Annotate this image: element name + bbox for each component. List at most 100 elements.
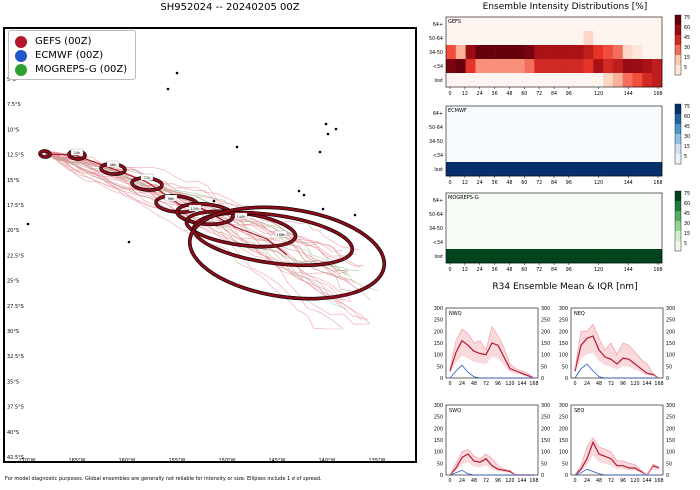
heatmap-cell (554, 73, 565, 88)
heatmap-cell (652, 235, 663, 250)
heatmap-cell (446, 59, 457, 74)
colorbar-segment (675, 144, 681, 155)
heatmap-cell (563, 207, 574, 222)
r34-ylabel-left: 100 (559, 353, 568, 359)
heatmap-cell (603, 162, 614, 177)
heatmap-cell (504, 59, 516, 74)
heatmap-cell (593, 249, 604, 264)
heatmap-cell (563, 148, 574, 163)
heatmap-cell (446, 45, 457, 60)
heatmap-cell (534, 148, 545, 163)
r34-quadrant-label: NWQ (449, 311, 462, 317)
colorbar-segment (675, 134, 681, 145)
heatmap-cell (563, 162, 574, 177)
heatmap-ylabel: 64+ (433, 111, 443, 117)
heatmap-ylabel: lost (434, 78, 443, 84)
colorbar-segment (675, 201, 681, 212)
r34-xlabel: 120 (505, 478, 514, 484)
r34-title: R34 Ensemble Mean & IQR [nm] (492, 282, 638, 292)
heatmap-cell (504, 17, 516, 32)
heatmap-name: MOGREPS-G (448, 195, 479, 201)
heatmap-cell (534, 106, 545, 121)
island-marker (175, 71, 179, 75)
heatmap-cell (465, 45, 476, 60)
heatmap-cell (593, 207, 604, 222)
heatmap-cell (583, 148, 594, 163)
heatmap-cell (642, 120, 653, 135)
heatmap-xlabel: 72 (536, 91, 542, 97)
r34-ylabel-right: 250 (541, 318, 550, 324)
heatmap-cell (524, 148, 535, 163)
ellipse-label: 96h (168, 197, 175, 201)
r34-xlabel: 24 (584, 381, 590, 387)
island-marker (302, 193, 306, 197)
heatmap-cell (504, 235, 516, 250)
heatmap-cell (465, 207, 476, 222)
heatmap-cell (544, 31, 555, 46)
heatmap-cell (485, 17, 496, 32)
heatmap-cell (455, 17, 466, 32)
ellipse-label: 48h (110, 163, 117, 167)
colorbar-segment (675, 65, 681, 76)
heatmap-cell (622, 148, 633, 163)
ellipse-label: 168h (277, 233, 286, 237)
r34-ylabel-right: 150 (666, 341, 675, 347)
heatmap-cell (632, 235, 643, 250)
map-legend: GEFS (00Z) ECMWF (00Z) MOGREPS-G (00Z) (8, 30, 136, 80)
heatmap-cell (465, 31, 476, 46)
heatmap-cell (603, 59, 614, 74)
heatmap-cell (514, 106, 525, 121)
track-map: 5°S 7.5°S 10°S 12.5°S 15°S 17.5°S 20°S 22.5°S 25… (3, 27, 417, 463)
heatmap-xlabel: 36 (492, 180, 498, 186)
heatmap-cell (465, 235, 476, 250)
ellipse-label-box (188, 204, 202, 212)
heatmap-xlabel: 168 (653, 91, 662, 97)
heatmap-cell (495, 134, 506, 149)
ecmwf-marker-icon (15, 49, 27, 62)
heatmap-cell (563, 31, 574, 46)
heatmap-xlabel: 48 (506, 180, 512, 186)
heatmap-cell (642, 221, 653, 236)
heatmap-cell (485, 59, 496, 74)
colorbar-segment (675, 241, 681, 252)
r34-ylabel-right: 0 (666, 473, 669, 479)
heatmap-cell (455, 106, 466, 121)
heatmap-cell (465, 162, 476, 177)
heatmap-cell (612, 207, 624, 222)
heatmap-cell (455, 73, 466, 88)
heatmap-cell (465, 59, 476, 74)
ensemble-track-line (44, 151, 344, 330)
r34-ylabel-right: 300 (541, 403, 550, 409)
island-marker (127, 240, 131, 244)
heatmap-cell (583, 249, 594, 264)
heatmap-ylabel: <34 (433, 64, 443, 70)
heatmap-cell (554, 59, 565, 74)
heatmap-cell (652, 31, 663, 46)
heatmap-cell (504, 31, 516, 46)
heatmap-xlabel: 12 (462, 91, 468, 97)
colorbar-label: 75 (684, 191, 690, 197)
island-marker (326, 132, 330, 136)
r34-ylabel-right: 100 (541, 353, 550, 359)
heatmap-cell (652, 162, 663, 177)
island-marker (324, 122, 328, 126)
lat-tick-label: 35°S (7, 379, 19, 385)
heatmap-cell (583, 59, 594, 74)
heatmap-cell (573, 134, 584, 149)
r34-xlabel: 0 (448, 478, 451, 484)
legend-entry-ecmwf: ECMWF (00Z) (15, 48, 103, 63)
heatmap-name: ECMWF (448, 108, 467, 114)
heatmap-cell (583, 45, 594, 60)
ellipse-label: 144h (237, 215, 246, 219)
heatmap-cell (554, 162, 565, 177)
heatmap-cell (632, 162, 643, 177)
heatmap-cell (554, 106, 565, 121)
legend-label: ECMWF (00Z) (35, 50, 104, 61)
heatmap-cell (622, 73, 633, 88)
colorbar-segment (675, 124, 681, 135)
heatmap-cell (583, 17, 594, 32)
heatmap-cell (583, 235, 594, 250)
heatmap-cell (544, 148, 555, 163)
r34-ylabel-right: 300 (666, 403, 675, 409)
